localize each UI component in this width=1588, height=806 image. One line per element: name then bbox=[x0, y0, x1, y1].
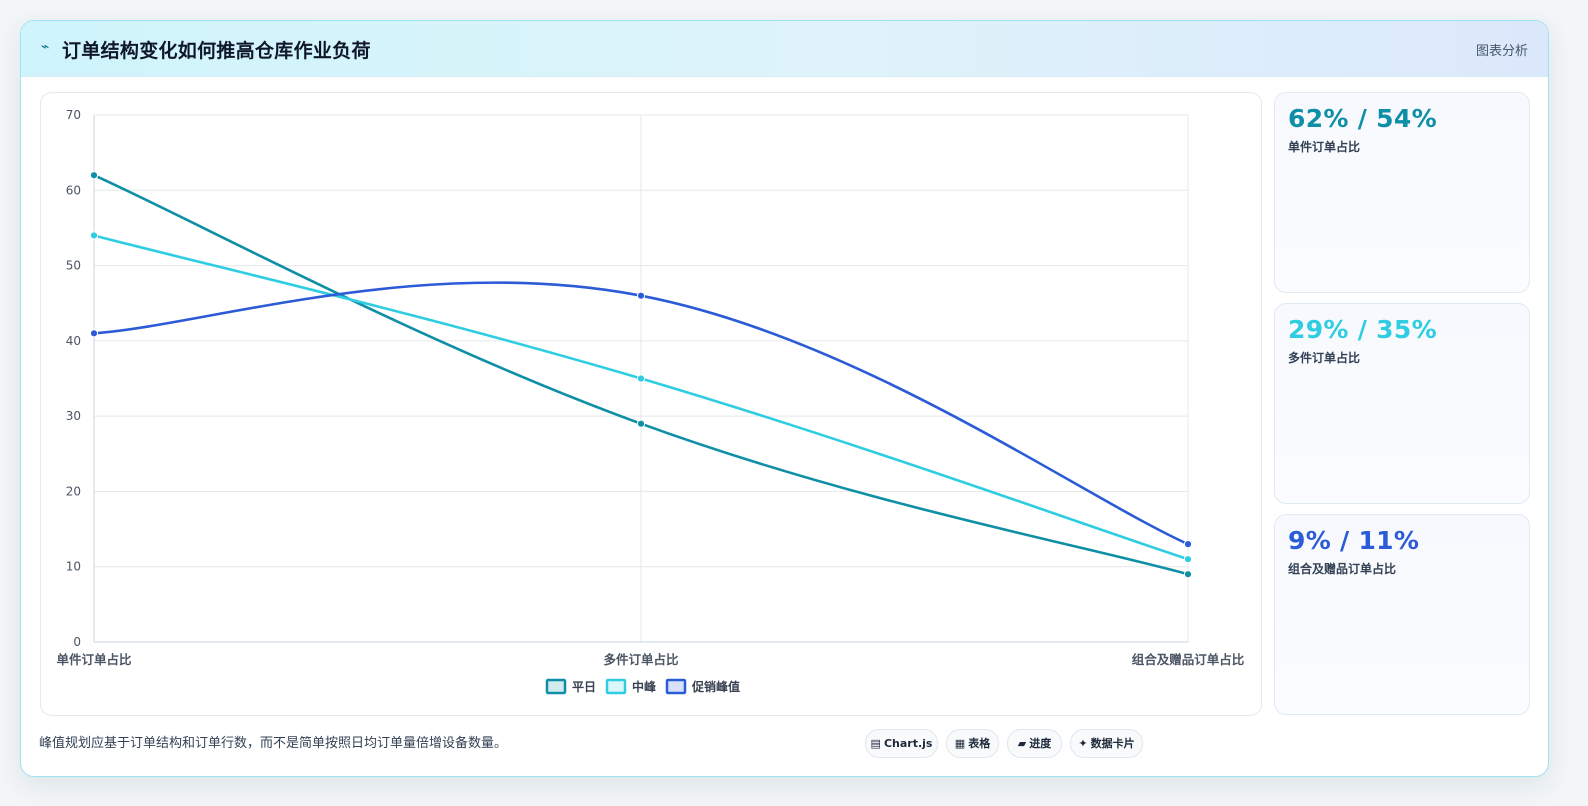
chart-icon: ▤ bbox=[870, 737, 881, 750]
stat-card-combo: 9% / 11% 组合及赠品订单占比 bbox=[1274, 514, 1530, 715]
footnote: 峰值规划应基于订单结构和订单行数，而不是简单按照日均订单量倍增设备数量。 bbox=[39, 736, 508, 751]
stat-label: 单件订单占比 bbox=[1288, 140, 1361, 154]
stat-label: 多件订单占比 bbox=[1288, 351, 1361, 365]
data-point bbox=[636, 374, 646, 383]
progress-icon: ▰ bbox=[1017, 737, 1027, 750]
chip-progress[interactable]: ▰ 进度 bbox=[1007, 729, 1062, 758]
chart-panel: 0 10 20 30 40 50 60 70 单件订单占比 多件订单占比 组合及赠品订单占比平日 中峰… bbox=[40, 92, 1262, 716]
chip-data-cards[interactable]: ✦ 数据卡片 bbox=[1070, 729, 1143, 758]
legend-swatch bbox=[545, 678, 567, 695]
stat-value: 62% / 54% bbox=[1288, 104, 1437, 133]
data-point bbox=[1183, 570, 1193, 579]
chip-label: 数据卡片 bbox=[1090, 737, 1135, 750]
chip-label: Chart.js bbox=[883, 737, 933, 750]
legend-swatch bbox=[605, 678, 627, 695]
data-point bbox=[89, 231, 99, 240]
x-tick-label: 组合及赠品订单占比 bbox=[1132, 652, 1245, 667]
chip-label: 表格 bbox=[968, 737, 991, 750]
chip-chartjs[interactable]: ▤ Chart.js bbox=[865, 729, 938, 758]
data-point bbox=[89, 171, 99, 180]
y-tick-label: 60 bbox=[66, 183, 81, 197]
stat-card-multi: 29% / 35% 多件订单占比 bbox=[1274, 303, 1530, 504]
sparkle-icon: ✦ bbox=[1078, 737, 1088, 750]
lightning-icon: ⌁ bbox=[41, 39, 50, 55]
data-point bbox=[1183, 555, 1193, 564]
chip-table[interactable]: ▦ 表格 bbox=[946, 729, 999, 758]
y-tick-label: 20 bbox=[66, 484, 81, 498]
card-header: ⌁ 订单结构变化如何推高仓库作业负荷 图表分析 bbox=[21, 21, 1548, 77]
data-point bbox=[636, 291, 646, 300]
y-tick-label: 50 bbox=[66, 259, 81, 273]
stat-value: 29% / 35% bbox=[1288, 315, 1437, 344]
x-tick-label: 多件订单占比 bbox=[603, 652, 679, 667]
legend-label: 平日 bbox=[572, 680, 596, 694]
data-point bbox=[636, 419, 646, 428]
y-tick-label: 0 bbox=[73, 635, 81, 649]
legend-swatch bbox=[665, 678, 687, 695]
y-tick-label: 30 bbox=[66, 409, 81, 423]
page-title: 订单结构变化如何推高仓库作业负荷 bbox=[62, 40, 371, 62]
y-tick-label: 40 bbox=[66, 334, 81, 348]
data-point bbox=[1183, 540, 1193, 549]
stat-value: 9% / 11% bbox=[1288, 526, 1420, 555]
legend-label: 中峰 bbox=[632, 679, 657, 694]
stat-label: 组合及赠品订单占比 bbox=[1288, 562, 1397, 576]
legend-label: 促销峰值 bbox=[691, 679, 740, 694]
y-tick-label: 70 bbox=[66, 108, 81, 122]
chart-type-tag: 图表分析 bbox=[1475, 44, 1528, 59]
stat-card-single: 62% / 54% 单件订单占比 bbox=[1274, 92, 1530, 293]
chart-card: ⌁ 订单结构变化如何推高仓库作业负荷 图表分析 0 10 20 30 40 50 60 70 单… bbox=[20, 20, 1549, 777]
y-tick-label: 10 bbox=[66, 560, 81, 574]
chip-label: 进度 bbox=[1029, 737, 1052, 750]
data-point bbox=[89, 329, 99, 338]
table-icon: ▦ bbox=[954, 737, 966, 750]
x-tick-label: 单件订单占比 bbox=[56, 652, 132, 667]
